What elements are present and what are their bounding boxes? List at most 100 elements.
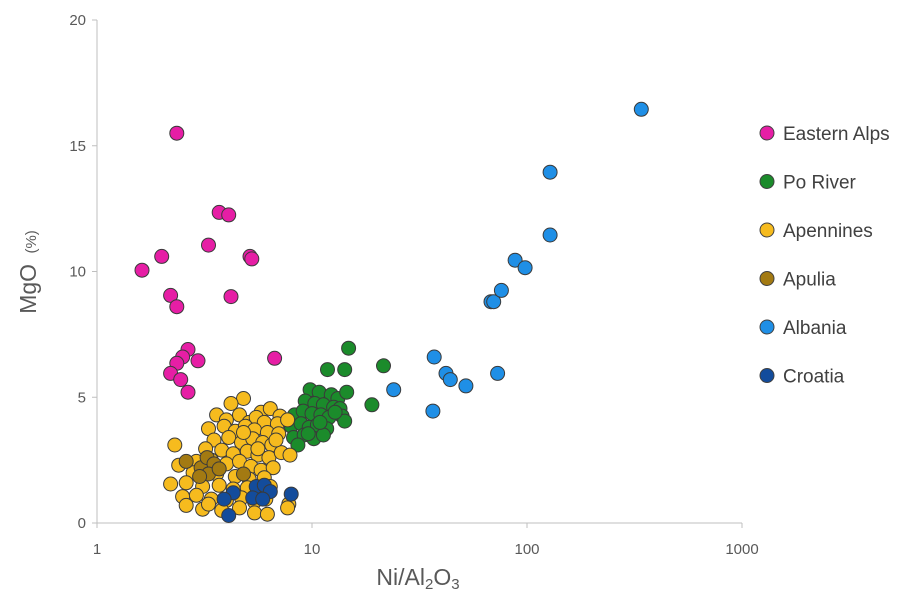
x-tick-label: 100 bbox=[514, 541, 539, 558]
y-axis-title: MgO (%) bbox=[15, 230, 41, 314]
data-point bbox=[134, 262, 150, 278]
data-point bbox=[247, 505, 262, 521]
data-point bbox=[192, 469, 208, 484]
data-point bbox=[312, 414, 328, 430]
legend-marker bbox=[759, 125, 775, 141]
data-point bbox=[517, 260, 533, 276]
data-point bbox=[268, 432, 284, 448]
data-point bbox=[386, 382, 402, 398]
x-tick-label: 1 bbox=[93, 541, 101, 558]
legend-item: Albania bbox=[759, 318, 847, 339]
data-point bbox=[337, 362, 353, 378]
y-tick-label: 20 bbox=[69, 12, 86, 29]
data-point bbox=[542, 227, 558, 243]
data-point bbox=[244, 251, 260, 267]
data-point bbox=[425, 403, 441, 419]
data-point bbox=[169, 299, 185, 315]
data-point bbox=[221, 508, 237, 523]
data-point bbox=[236, 425, 251, 440]
legend-marker bbox=[759, 222, 775, 238]
series-eastern-alps bbox=[134, 125, 283, 400]
legend-label: Apennines bbox=[783, 221, 873, 242]
series-albania bbox=[386, 101, 649, 419]
data-point bbox=[221, 207, 237, 223]
data-point bbox=[178, 453, 194, 469]
data-point bbox=[154, 248, 170, 264]
legend-item: Apennines bbox=[759, 221, 873, 242]
data-point bbox=[339, 384, 355, 400]
data-point bbox=[283, 486, 299, 502]
data-point bbox=[364, 397, 380, 413]
y-tick-label: 5 bbox=[78, 389, 86, 406]
legend: Eastern Alps Po River Apennines Apulia Alban… bbox=[759, 124, 890, 388]
legend-label: Apulia bbox=[783, 270, 836, 291]
data-point bbox=[169, 125, 185, 141]
data-point bbox=[178, 497, 194, 513]
x-tick-label: 10 bbox=[304, 541, 321, 558]
data-point bbox=[486, 294, 502, 310]
legend-label: Po River bbox=[783, 173, 857, 194]
data-point bbox=[442, 372, 458, 388]
y-tick-label: 15 bbox=[69, 138, 86, 155]
legend-label: Albania bbox=[783, 318, 847, 339]
data-point bbox=[216, 491, 232, 507]
data-point bbox=[255, 491, 271, 507]
legend-marker bbox=[759, 319, 775, 335]
y-tick-label: 10 bbox=[69, 264, 86, 281]
legend-label: Croatia bbox=[783, 367, 845, 388]
legend-item: Apulia bbox=[759, 270, 836, 291]
data-point bbox=[163, 476, 179, 492]
data-point bbox=[300, 426, 316, 442]
legend-label: Eastern Alps bbox=[783, 124, 890, 145]
y-tick-label: 0 bbox=[78, 515, 86, 532]
legend-marker bbox=[759, 271, 775, 286]
data-point bbox=[290, 437, 306, 453]
data-point bbox=[232, 500, 247, 516]
data-point bbox=[190, 353, 206, 369]
data-point bbox=[236, 391, 251, 406]
data-point bbox=[376, 358, 391, 374]
series-po-river bbox=[283, 340, 391, 453]
data-point bbox=[201, 496, 216, 512]
data-point bbox=[507, 252, 523, 268]
legend-marker bbox=[759, 174, 775, 189]
data-point bbox=[280, 500, 296, 516]
data-point bbox=[267, 350, 283, 366]
data-point bbox=[173, 372, 189, 388]
data-point bbox=[167, 437, 183, 453]
axes: 0 5 10 15 20 1 10 100 1000 bbox=[69, 12, 758, 558]
data-point bbox=[188, 487, 204, 503]
data-point bbox=[315, 427, 331, 443]
data-point bbox=[163, 287, 179, 303]
series-apennines bbox=[163, 391, 298, 522]
data-point bbox=[178, 475, 194, 491]
data-point bbox=[490, 365, 506, 381]
data-point bbox=[327, 404, 343, 420]
data-point bbox=[180, 384, 196, 400]
data-point bbox=[201, 237, 216, 253]
legend-marker bbox=[759, 368, 775, 383]
data-point bbox=[223, 289, 239, 305]
data-point bbox=[282, 447, 298, 463]
data-point bbox=[236, 466, 251, 482]
data-point bbox=[542, 164, 558, 180]
legend-item: Croatia bbox=[759, 367, 845, 388]
legend-item: Po River bbox=[759, 173, 857, 194]
series-croatia bbox=[216, 477, 299, 523]
data-point bbox=[265, 460, 281, 476]
data-point bbox=[211, 461, 227, 477]
data-point bbox=[493, 282, 509, 298]
data-point bbox=[458, 378, 474, 394]
data-point bbox=[211, 477, 227, 493]
x-axis-title: Ni/Al2O3 bbox=[376, 564, 459, 590]
data-point bbox=[223, 396, 239, 411]
data-point bbox=[337, 413, 353, 429]
data-point bbox=[259, 506, 275, 522]
data-point bbox=[221, 430, 237, 445]
x-tick-label: 1000 bbox=[725, 541, 758, 558]
series-apulia bbox=[178, 450, 251, 484]
data-point bbox=[426, 349, 442, 365]
data-point bbox=[280, 412, 296, 428]
